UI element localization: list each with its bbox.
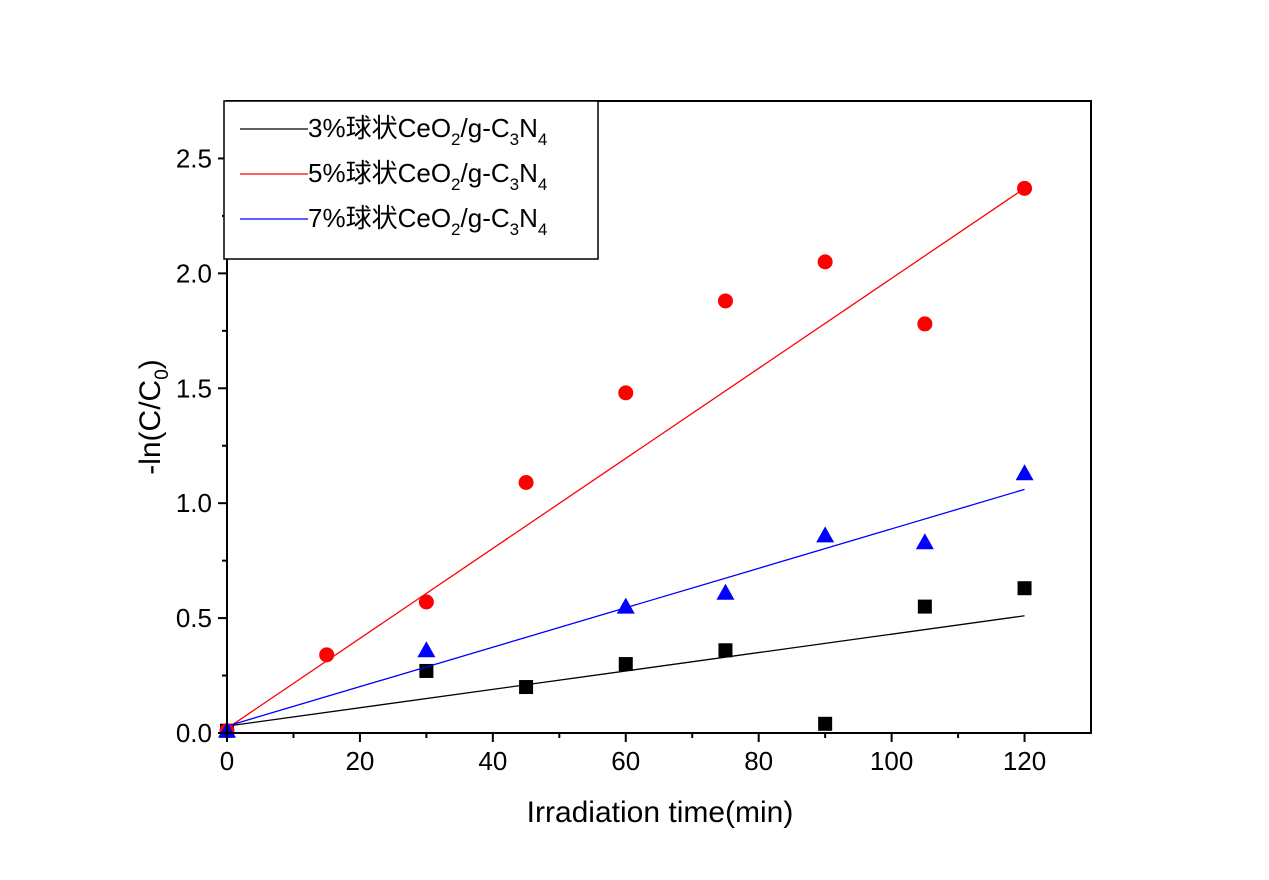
- legend-label-part: N: [519, 158, 538, 188]
- legend-label-part: 4: [538, 130, 547, 149]
- legend-label-part: 4: [538, 220, 547, 239]
- data-point-circle: [1017, 180, 1033, 196]
- data-point-square: [917, 599, 932, 614]
- data-point-circle: [618, 385, 634, 401]
- data-point-triangle: [616, 597, 635, 614]
- legend-label-part: /g-C: [461, 203, 510, 233]
- data-point-triangle: [816, 526, 835, 543]
- plot-frame: [226, 100, 1092, 734]
- legend-label-part: 5%球状CeO: [308, 158, 451, 188]
- data-point-circle: [717, 293, 733, 309]
- y-tick-label: 0.5: [176, 603, 212, 633]
- legend-label-part: /g-C: [461, 113, 510, 143]
- legend: 3%球状CeO2/g-C3N45%球状CeO2/g-C3N47%球状CeO2/g…: [223, 100, 599, 260]
- x-tick-label: 40: [478, 746, 507, 776]
- legend-label-2: 5%球状CeO2/g-C3N4: [308, 158, 547, 194]
- data-point-square: [718, 643, 733, 658]
- legend-label-part: 3%球状CeO: [308, 113, 451, 143]
- y-axis-label: -ln(C/C0): [134, 359, 173, 475]
- legend-label-part: 7%球状CeO: [308, 203, 451, 233]
- fit-line-2: [226, 187, 1025, 729]
- x-tick-label: 80: [744, 746, 773, 776]
- legend-label-part: N: [519, 203, 538, 233]
- legend-label-part: 2: [451, 175, 460, 194]
- data-point-circle: [418, 594, 434, 610]
- x-tick-label: 60: [611, 746, 640, 776]
- data-point-triangle: [417, 641, 436, 658]
- x-tick-label: 120: [1003, 746, 1046, 776]
- x-tick-label: 0: [220, 746, 234, 776]
- data-point-square: [519, 680, 534, 695]
- data-point-circle: [319, 647, 335, 663]
- y-tick-label: 1.0: [176, 488, 212, 518]
- x-tick-label: 20: [345, 746, 374, 776]
- legend-label-3: 7%球状CeO2/g-C3N4: [308, 203, 547, 239]
- legend-label-1: 3%球状CeO2/g-C3N4: [308, 113, 547, 149]
- x-axis-label: Irradiation time(min): [527, 796, 794, 829]
- data-point-square: [618, 657, 633, 672]
- x-tick-label: 100: [870, 746, 913, 776]
- legend-label-part: /g-C: [461, 158, 510, 188]
- data-point-triangle: [1015, 464, 1034, 481]
- data-point-circle: [917, 316, 933, 332]
- data-point-square: [818, 716, 833, 731]
- legend-label-part: 3: [510, 220, 519, 239]
- data-point-triangle: [716, 583, 735, 600]
- y-tick-label: 2.0: [176, 258, 212, 288]
- y-tick-label: 2.5: [176, 143, 212, 173]
- data-point-triangle: [915, 533, 934, 550]
- legend-label-part: N: [519, 113, 538, 143]
- y-tick-label: 0.0: [176, 718, 212, 748]
- y-tick-label: 1.5: [176, 373, 212, 403]
- legend-label-part: 3: [510, 175, 519, 194]
- data-point-circle: [518, 474, 534, 490]
- legend-box: [223, 100, 599, 260]
- legend-label-part: 3: [510, 130, 519, 149]
- data-point-square: [1017, 581, 1032, 596]
- legend-label-part: 2: [451, 220, 460, 239]
- legend-label-part: 4: [538, 175, 547, 194]
- legend-label-part: 2: [451, 130, 460, 149]
- data-point-circle: [817, 254, 833, 270]
